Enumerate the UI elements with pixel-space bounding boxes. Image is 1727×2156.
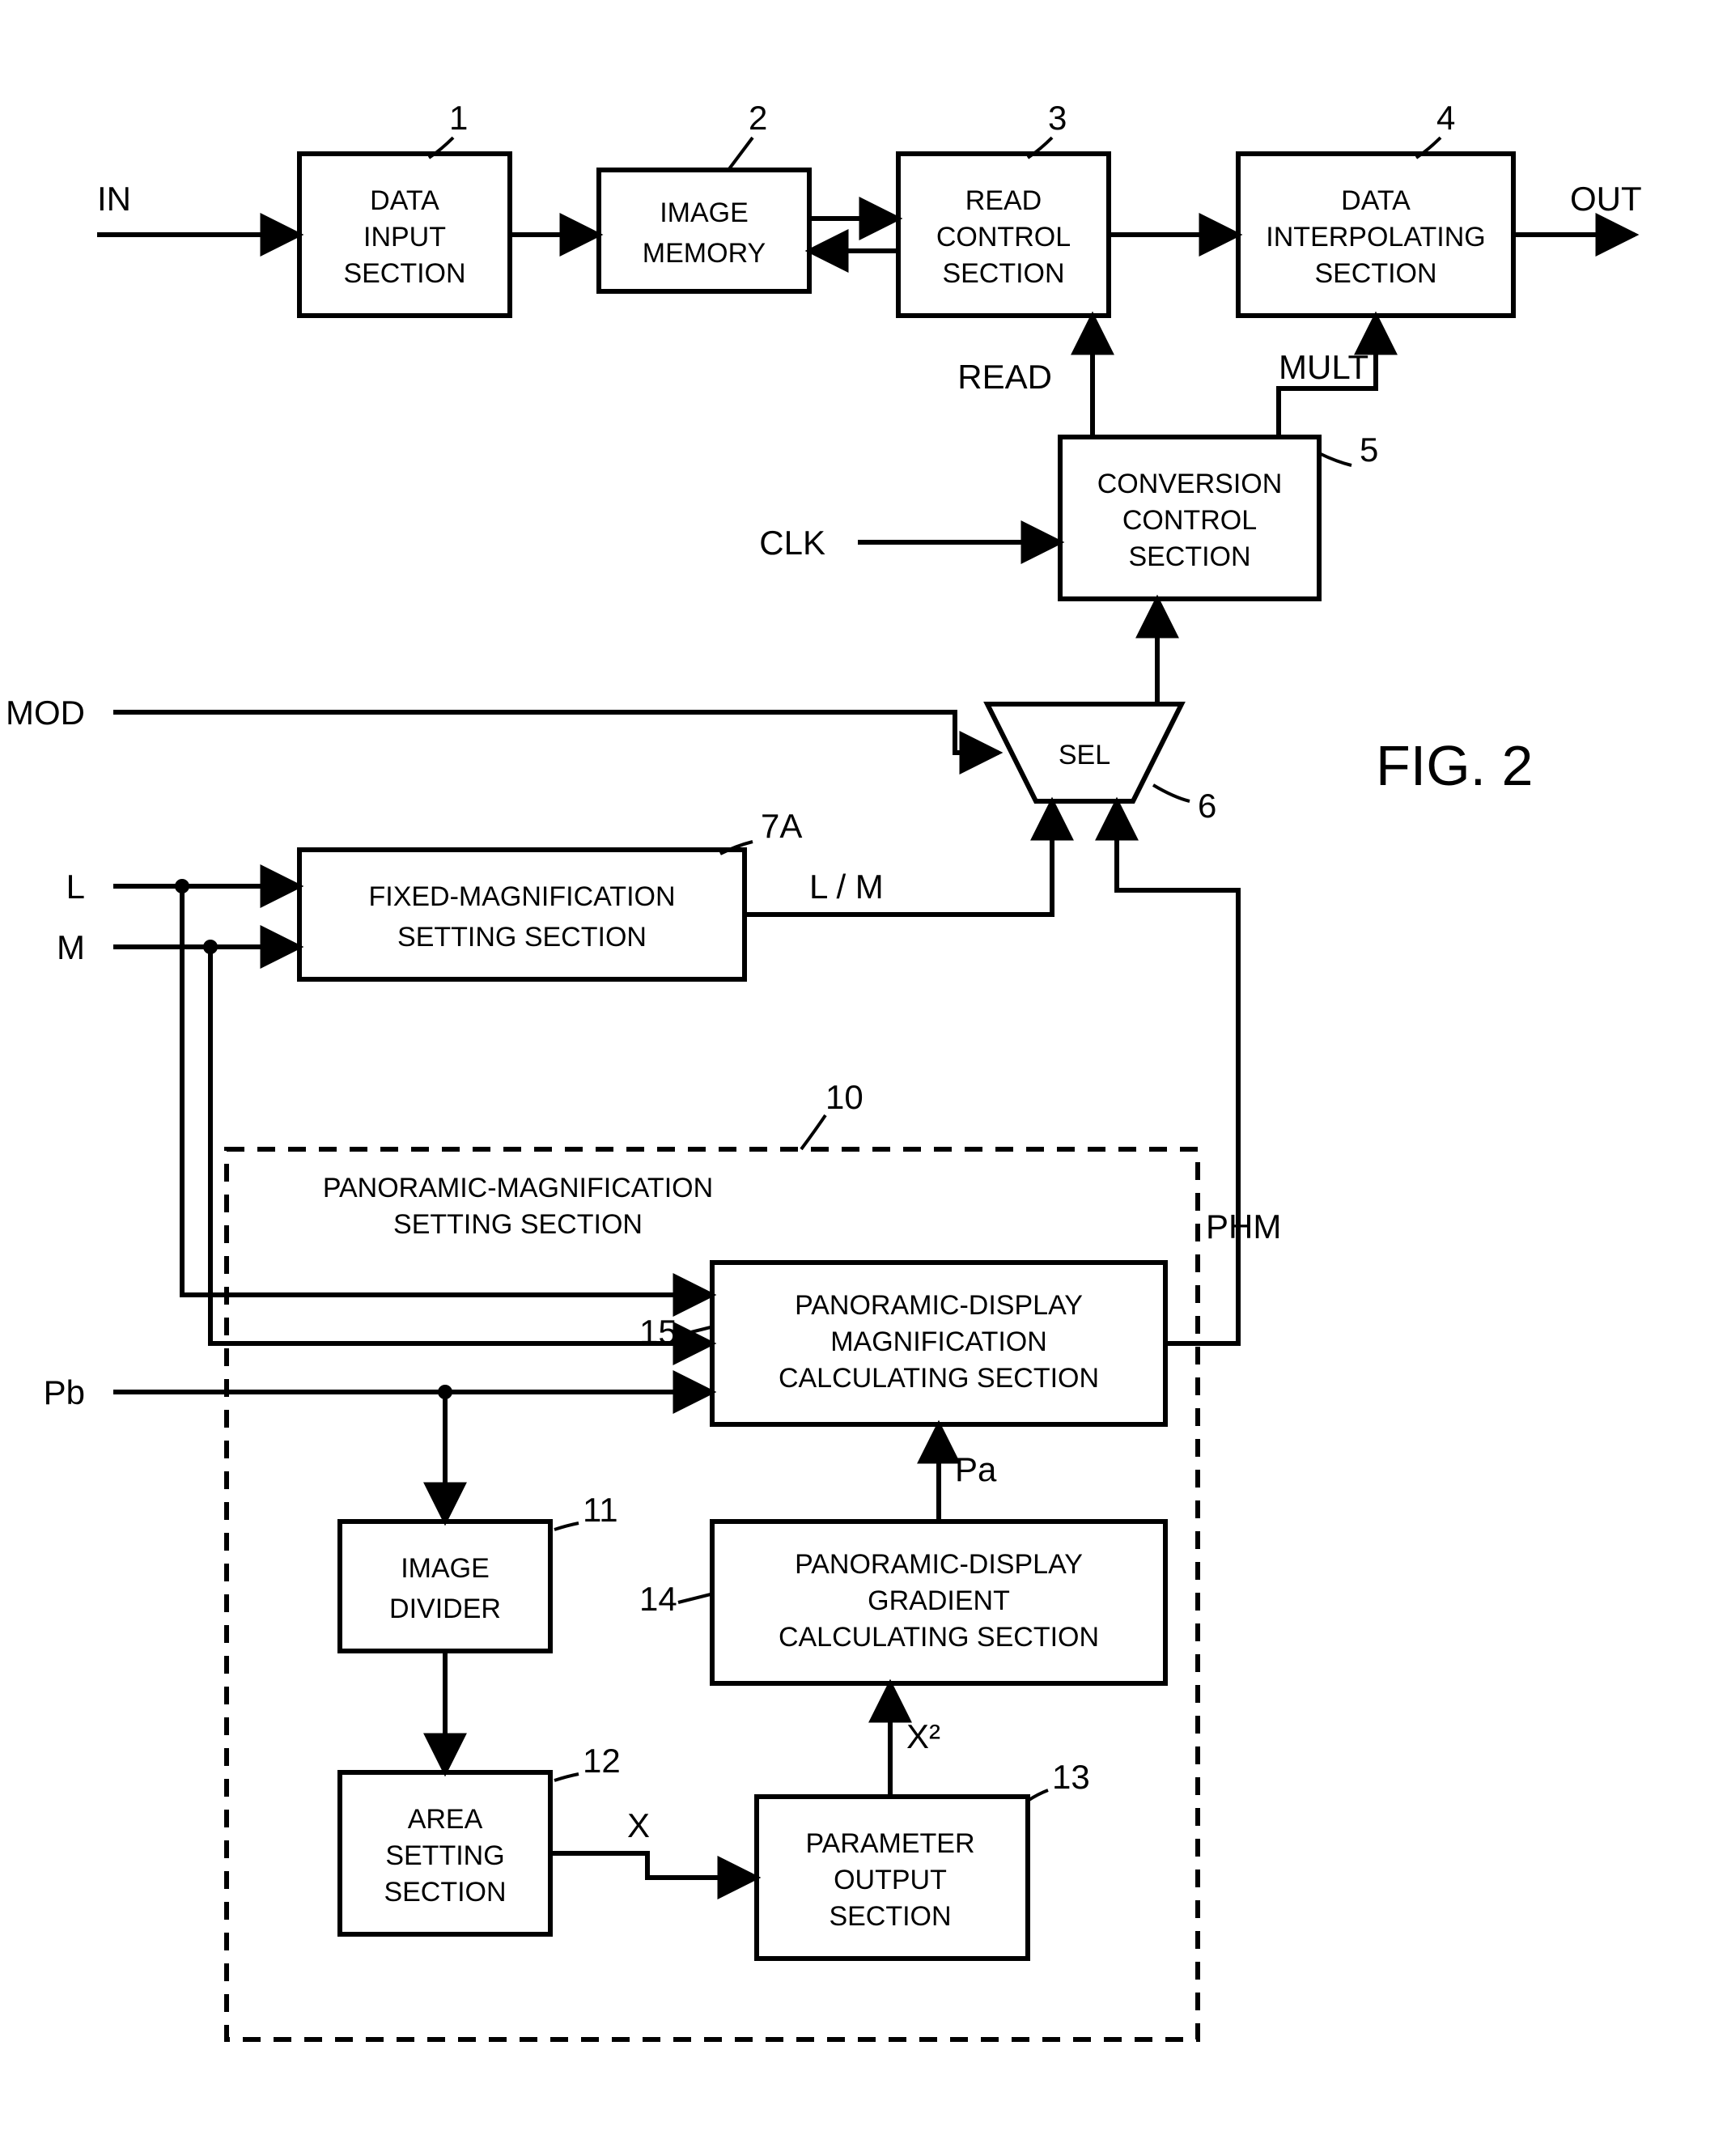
block-14-line3: CALCULATING SECTION (779, 1622, 1099, 1653)
block-3-line1: READ (965, 185, 1042, 216)
sel-label: SEL (1059, 740, 1110, 770)
leader-14 (678, 1594, 711, 1602)
arrow-b12-b13 (550, 1853, 757, 1878)
block-1-line3: SECTION (343, 258, 465, 289)
label-read: READ (957, 358, 1052, 396)
block-1-line1: DATA (370, 185, 439, 216)
block-6-num: 6 (1198, 787, 1216, 825)
leader-12 (554, 1774, 579, 1780)
block-4-num: 4 (1436, 99, 1455, 137)
block-11-line1: IMAGE (401, 1553, 490, 1584)
label-mult: MULT (1279, 348, 1368, 386)
block-14-line2: GRADIENT (868, 1585, 1010, 1616)
block-11-num: 11 (583, 1491, 618, 1529)
block-12-line3: SECTION (384, 1877, 506, 1908)
block-7a (299, 850, 745, 979)
block-10-num: 10 (825, 1078, 864, 1116)
block-4-line1: DATA (1341, 185, 1411, 216)
block-5-num: 5 (1360, 431, 1378, 469)
block-12-num: 12 (583, 1742, 621, 1780)
block-7a-num: 7A (761, 807, 802, 845)
block-2-line2: MEMORY (643, 238, 766, 269)
block-12-line2: SETTING (385, 1840, 504, 1871)
block-13-line3: SECTION (829, 1901, 951, 1932)
block-13-line2: OUTPUT (834, 1865, 947, 1895)
leader-11 (554, 1523, 579, 1530)
label-m: M (57, 928, 85, 966)
label-clk: CLK (759, 524, 825, 562)
block-10-title1: PANORAMIC-MAGNIFICATION (323, 1173, 713, 1203)
label-x: X (627, 1806, 650, 1844)
block-7a-line1: FIXED-MAGNIFICATION (368, 881, 675, 912)
label-pa: Pa (955, 1450, 997, 1488)
label-lm: L / M (809, 868, 884, 906)
leader-15 (678, 1327, 711, 1335)
block-12-line1: AREA (408, 1804, 483, 1835)
block-3-num: 3 (1048, 99, 1067, 137)
label-l: L (66, 868, 85, 906)
block-15-line3: CALCULATING SECTION (779, 1363, 1099, 1394)
block-diagram: DATA INPUT SECTION 1 IMAGE MEMORY 2 READ… (0, 0, 1727, 2156)
block-11-line2: DIVIDER (389, 1594, 501, 1624)
block-14-line1: PANORAMIC-DISPLAY (795, 1549, 1083, 1580)
label-out: OUT (1570, 180, 1642, 218)
block-3-line3: SECTION (942, 258, 1064, 289)
block-3-line2: CONTROL (936, 222, 1071, 253)
block-1-num: 1 (449, 99, 468, 137)
block-5-line3: SECTION (1128, 541, 1250, 572)
block-2 (599, 170, 809, 291)
block-2-num: 2 (749, 99, 767, 137)
block-1-line2: INPUT (363, 222, 446, 253)
block-2-line1: IMAGE (660, 197, 749, 228)
block-15-line2: MAGNIFICATION (830, 1326, 1047, 1357)
leader-10 (801, 1115, 825, 1149)
block-4-line3: SECTION (1314, 258, 1436, 289)
leader-13 (1028, 1790, 1048, 1801)
arrow-mod-sel (113, 712, 999, 753)
label-mod: MOD (6, 694, 85, 732)
block-10-title2: SETTING SECTION (393, 1209, 643, 1240)
leader-2 (728, 138, 753, 170)
block-11 (340, 1522, 550, 1651)
label-phm: PHM (1206, 1207, 1281, 1246)
label-in: IN (97, 180, 131, 218)
block-4-line2: INTERPOLATING (1266, 222, 1485, 253)
figure-label: FIG. 2 (1376, 734, 1533, 797)
block-7a-line2: SETTING SECTION (397, 922, 647, 953)
leader-6 (1153, 785, 1190, 801)
arrow-mjunc-b15 (210, 947, 712, 1343)
block-13-line1: PARAMETER (805, 1828, 974, 1859)
label-x2: X² (906, 1717, 940, 1755)
block-13-num: 13 (1052, 1758, 1090, 1796)
block-5-line2: CONTROL (1122, 505, 1257, 536)
block-15-line1: PANORAMIC-DISPLAY (795, 1290, 1083, 1321)
block-5-line1: CONVERSION (1097, 469, 1283, 499)
block-14-num: 14 (639, 1580, 677, 1618)
label-pb: Pb (44, 1373, 85, 1411)
leader-5 (1319, 453, 1351, 465)
